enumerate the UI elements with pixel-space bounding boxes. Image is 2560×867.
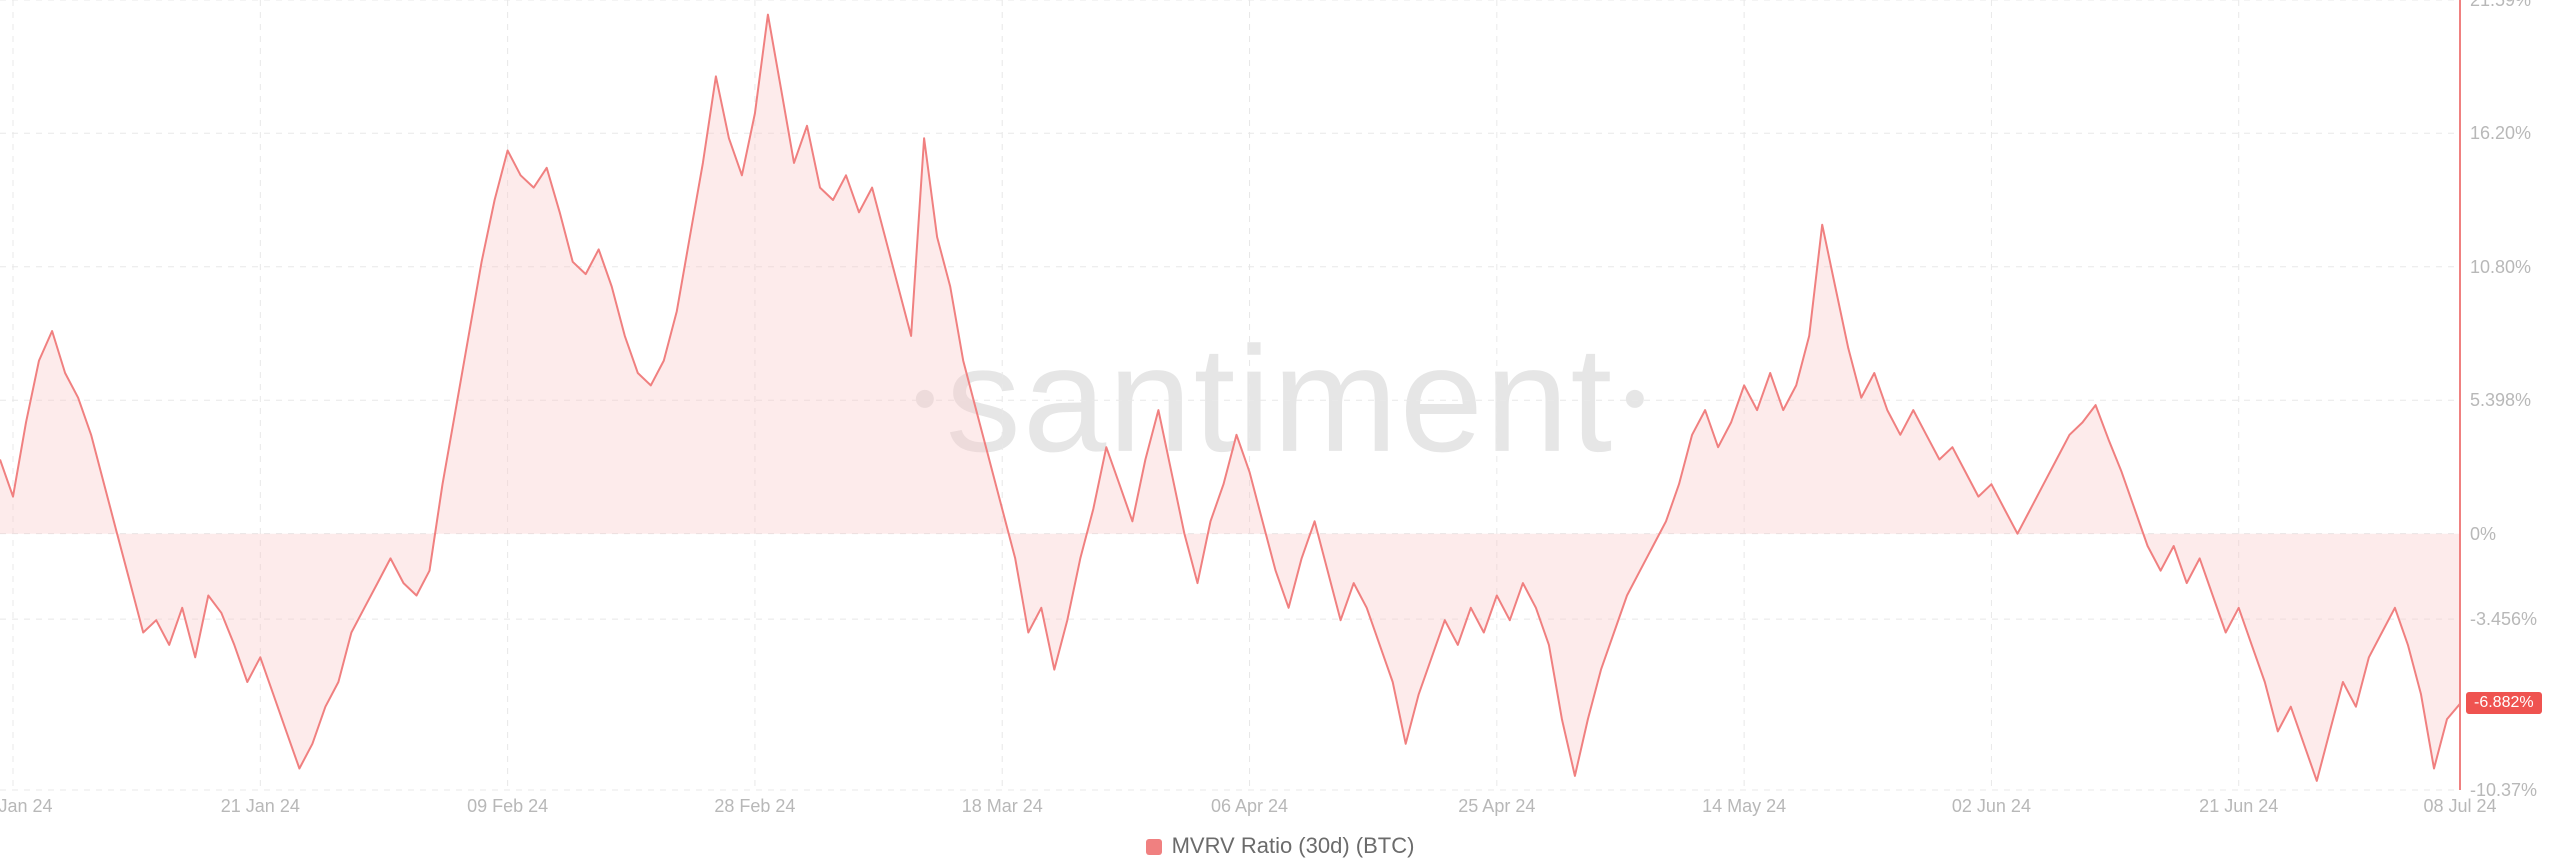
x-tick-label: 18 Mar 24 (962, 796, 1043, 817)
x-tick-label: 28 Feb 24 (714, 796, 795, 817)
x-tick-label: 02 Jun 24 (1952, 796, 2031, 817)
mvrv-chart: santiment 21.59%16.20%10.80%5.398%0%-3.4… (0, 0, 2560, 867)
y-tick-label: -3.456% (2470, 609, 2537, 630)
series-line (0, 15, 2460, 781)
series-area (0, 15, 2460, 781)
x-tick-label: 06 Apr 24 (1211, 796, 1288, 817)
x-tick-label: 02 Jan 24 (0, 796, 53, 817)
y-tick-label: 0% (2470, 524, 2496, 545)
x-tick-label: 25 Apr 24 (1458, 796, 1535, 817)
legend-swatch (1146, 839, 1162, 855)
y-tick-label: 21.59% (2470, 0, 2531, 11)
x-tick-label: 14 May 24 (1702, 796, 1786, 817)
x-tick-label: 21 Jan 24 (221, 796, 300, 817)
last-value-text: -6.882% (2474, 694, 2534, 711)
last-value-tag: -6.882% (2466, 692, 2542, 714)
x-tick-label: 09 Feb 24 (467, 796, 548, 817)
x-tick-label: 08 Jul 24 (2423, 796, 2496, 817)
y-tick-label: 10.80% (2470, 257, 2531, 278)
x-tick-label: 21 Jun 24 (2199, 796, 2278, 817)
chart-svg (0, 0, 2560, 867)
y-tick-label: 16.20% (2470, 123, 2531, 144)
legend: MVRV Ratio (30d) (BTC) (0, 833, 2560, 859)
y-tick-label: 5.398% (2470, 390, 2531, 411)
legend-label: MVRV Ratio (30d) (BTC) (1172, 833, 1415, 858)
